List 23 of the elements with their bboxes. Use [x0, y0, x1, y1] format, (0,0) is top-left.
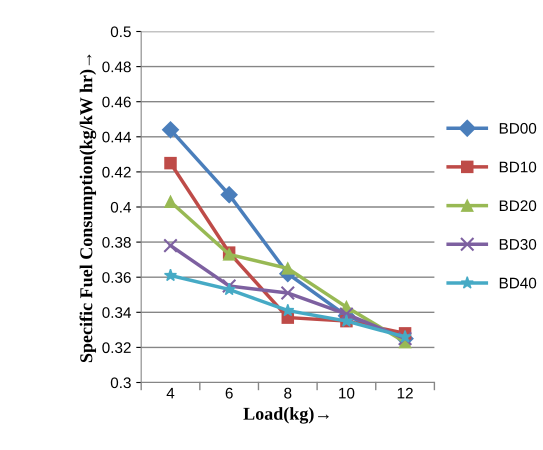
y-tick-label: 0.36: [102, 272, 131, 283]
y-axis-title: Specific Fuel Consumption(kg/kW hr)→: [79, 54, 96, 362]
x-tick-label: 4: [166, 388, 174, 398]
y-tick-label: 0.3: [110, 377, 131, 388]
y-tick-label: 0.38: [102, 236, 131, 248]
legend-label: BD40: [500, 278, 536, 288]
x-tick-label: 6: [226, 388, 233, 399]
y-tick-label: 0.34: [102, 307, 132, 318]
legend-label: BD30: [500, 238, 536, 250]
x-tick-label: 8: [284, 388, 292, 399]
y-tick-label: 0.4: [110, 202, 132, 213]
x-tick-label: 10: [339, 388, 354, 399]
legend-label: BD10: [500, 162, 536, 172]
legend-label: BD20: [500, 200, 536, 212]
legend-label: BD00: [500, 122, 536, 134]
x-axis-title: Load(kg)→: [243, 407, 329, 424]
y-tick-label: 0.46: [102, 96, 131, 108]
y-tick-label: 0.44: [102, 132, 132, 142]
x-tick-label: 12: [398, 388, 413, 398]
y-tick-label: 0.48: [102, 61, 131, 72]
y-tick-label: 0.42: [102, 166, 131, 178]
y-tick-label: 0.32: [102, 342, 131, 354]
y-tick-label: 0.5: [110, 26, 131, 38]
